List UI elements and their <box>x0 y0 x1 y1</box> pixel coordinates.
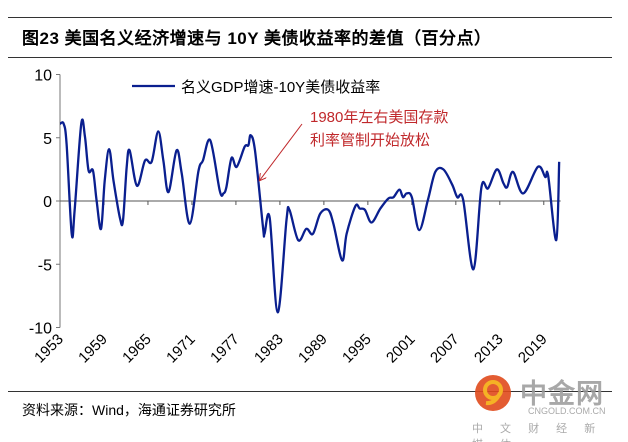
x-tick-label: 1971 <box>163 331 199 367</box>
y-tick-label: -10 <box>29 321 52 338</box>
y-tick-label: -5 <box>38 257 52 274</box>
title-rule <box>8 57 612 58</box>
x-tick-label: 2013 <box>471 331 507 367</box>
annotation: 1980年左右美国存款 利率管制开始放松 <box>260 109 448 180</box>
x-tick-label: 2007 <box>427 331 463 367</box>
annotation-line-2: 利率管制开始放松 <box>310 132 430 149</box>
x-tick-label: 1995 <box>339 331 375 367</box>
series-line <box>59 118 561 314</box>
x-tick-label: 1965 <box>119 331 155 367</box>
top-rule <box>8 17 612 18</box>
source-note: 资料来源：Wind，海通证券研究所 <box>22 402 236 418</box>
watermark-name: 中金网 <box>520 379 604 409</box>
bottom-rule <box>8 391 612 392</box>
y-tick-label: 10 <box>34 68 52 85</box>
legend: 名义GDP增速-10Y美债收益率 <box>132 79 380 96</box>
watermark-tagline: 中 文 财 经 新 媒 体 <box>472 423 603 442</box>
chart-title: 图23 美国名义经济增速与 10Y 美债收益率的差值（百分点） <box>22 29 492 48</box>
x-tick-label: 1977 <box>207 331 243 367</box>
annotation-line-1: 1980年左右美国存款 <box>310 109 448 126</box>
x-tick-label: 2001 <box>383 331 419 367</box>
legend-label: 名义GDP增速-10Y美债收益率 <box>181 79 380 96</box>
annotation-arrow <box>260 123 303 180</box>
y-tick-label: 0 <box>43 194 52 211</box>
y-tick-label: 5 <box>43 131 52 148</box>
watermark-url: CNGOLD.COM.CN <box>528 406 606 416</box>
x-tick-label: 2019 <box>515 331 551 367</box>
x-tick-label: 1989 <box>295 331 331 367</box>
x-tick-label: 1983 <box>251 331 287 367</box>
x-tick-label: 1959 <box>75 331 111 367</box>
